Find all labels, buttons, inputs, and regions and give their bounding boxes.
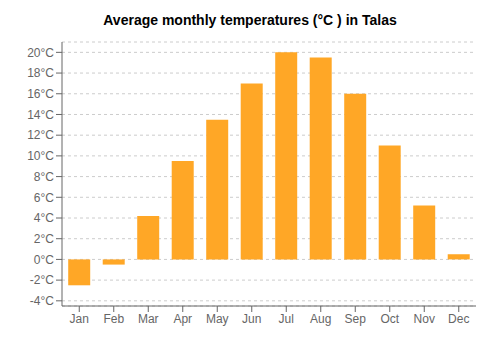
svg-text:Dec: Dec: [448, 312, 469, 326]
svg-text:Jun: Jun: [242, 312, 261, 326]
svg-text:Sep: Sep: [345, 312, 367, 326]
svg-text:14°C: 14°C: [27, 108, 54, 122]
svg-text:20°C: 20°C: [27, 46, 54, 60]
html-text:Average monthly temperatures (: Average monthly temperatures (°C ) in Ta…: [103, 12, 397, 28]
svg-text:Nov: Nov: [414, 312, 435, 326]
svg-text:2°C: 2°C: [34, 232, 54, 246]
svg-text:Oct: Oct: [380, 312, 399, 326]
svg-text:Aug: Aug: [310, 312, 331, 326]
svg-text:0°C: 0°C: [34, 253, 54, 267]
svg-text:Jan: Jan: [70, 312, 89, 326]
svg-text:6°C: 6°C: [34, 191, 54, 205]
svg-text:-2°C: -2°C: [30, 273, 54, 287]
svg-text:Feb: Feb: [103, 312, 124, 326]
svg-text:-4°C: -4°C: [30, 294, 54, 308]
svg-text:May: May: [206, 312, 229, 326]
svg-text:18°C: 18°C: [27, 66, 54, 80]
svg-text:8°C: 8°C: [34, 170, 54, 184]
svg-text:Mar: Mar: [138, 312, 159, 326]
svg-text:4°C: 4°C: [34, 211, 54, 225]
svg-text:10°C: 10°C: [27, 149, 54, 163]
svg-text:Apr: Apr: [173, 312, 192, 326]
svg-text:16°C: 16°C: [27, 87, 54, 101]
svg-text:Jul: Jul: [279, 312, 294, 326]
svg-text:12°C: 12°C: [27, 128, 54, 142]
